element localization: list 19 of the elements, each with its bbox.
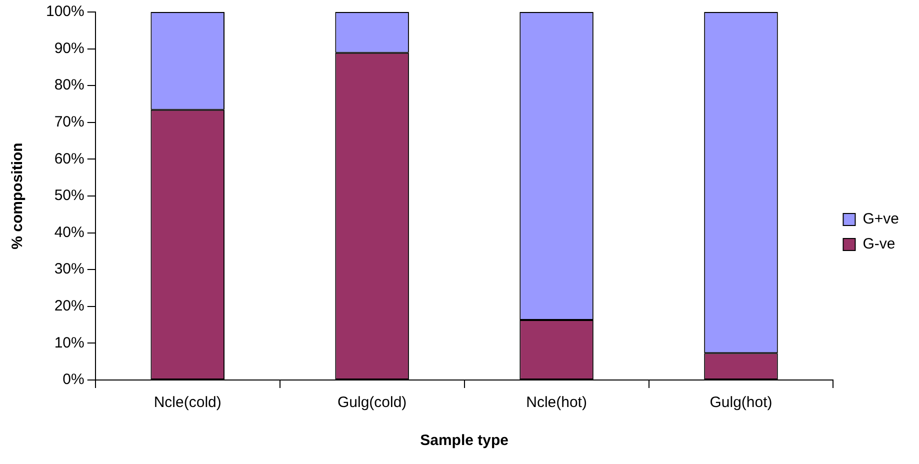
y-tick-label: 80% xyxy=(54,76,84,94)
legend-label: G-ve xyxy=(862,236,896,253)
y-tick-label: 0% xyxy=(62,371,84,388)
y-tick-label: 30% xyxy=(54,260,84,278)
x-tick-label: Gulg(cold) xyxy=(337,394,407,412)
y-tick-label: 50% xyxy=(54,187,84,204)
y-tick-label: 60% xyxy=(54,150,84,168)
y-tick-label: 90% xyxy=(54,40,84,57)
legend-label: G+ve xyxy=(862,210,900,228)
y-tick-label: 20% xyxy=(54,298,84,315)
y-tick-label: 70% xyxy=(54,114,84,131)
x-tick-label: Ncle(hot) xyxy=(526,394,587,412)
y-tick-label: 100% xyxy=(46,3,84,20)
x-tick-label: Ncle(cold) xyxy=(154,394,222,412)
y-tick-label: 10% xyxy=(54,334,84,352)
x-tick-label: Gulg(hot) xyxy=(710,394,772,412)
y-tick-label: 40% xyxy=(54,224,84,241)
y-axis-title: % composition xyxy=(9,142,26,250)
x-axis-title: Sample type xyxy=(420,432,508,450)
